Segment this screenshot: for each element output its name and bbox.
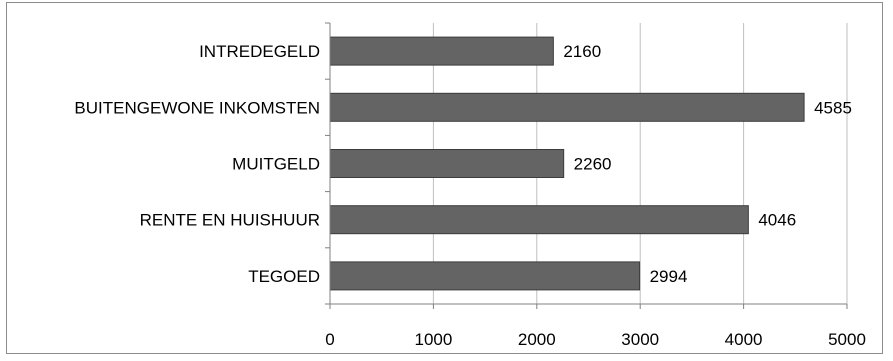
x-tick-label-0: 0 — [325, 330, 334, 349]
data-label-3: 4046 — [758, 211, 796, 230]
category-label-2: MUITGELD — [232, 155, 320, 174]
category-label-3: RENTE EN HUISHUUR — [140, 211, 320, 230]
x-tick-label-5: 5000 — [828, 330, 866, 349]
category-label-4: TEGOED — [248, 267, 320, 286]
bar-0 — [329, 36, 554, 66]
bar-1 — [329, 92, 805, 122]
labels: INTREDEGELD 2160 BUITENGEWONE INKOMSTEN 458… — [74, 42, 865, 349]
axes — [325, 22, 848, 309]
bar-4 — [329, 261, 641, 291]
category-label-1: BUITENGEWONE INKOMSTEN — [74, 98, 320, 117]
bars — [329, 36, 805, 291]
data-label-1: 4585 — [814, 98, 852, 117]
bar-3 — [329, 205, 749, 235]
data-label-4: 2994 — [650, 267, 688, 286]
bar-2 — [329, 149, 565, 178]
data-label-2: 2260 — [574, 155, 612, 174]
x-tick-label-3: 3000 — [621, 330, 659, 349]
x-tick-label-2: 2000 — [518, 330, 556, 349]
category-label-0: INTREDEGELD — [199, 42, 320, 61]
x-tick-label-4: 4000 — [725, 330, 763, 349]
data-label-0: 2160 — [563, 42, 601, 61]
x-tick-label-1: 1000 — [414, 330, 452, 349]
